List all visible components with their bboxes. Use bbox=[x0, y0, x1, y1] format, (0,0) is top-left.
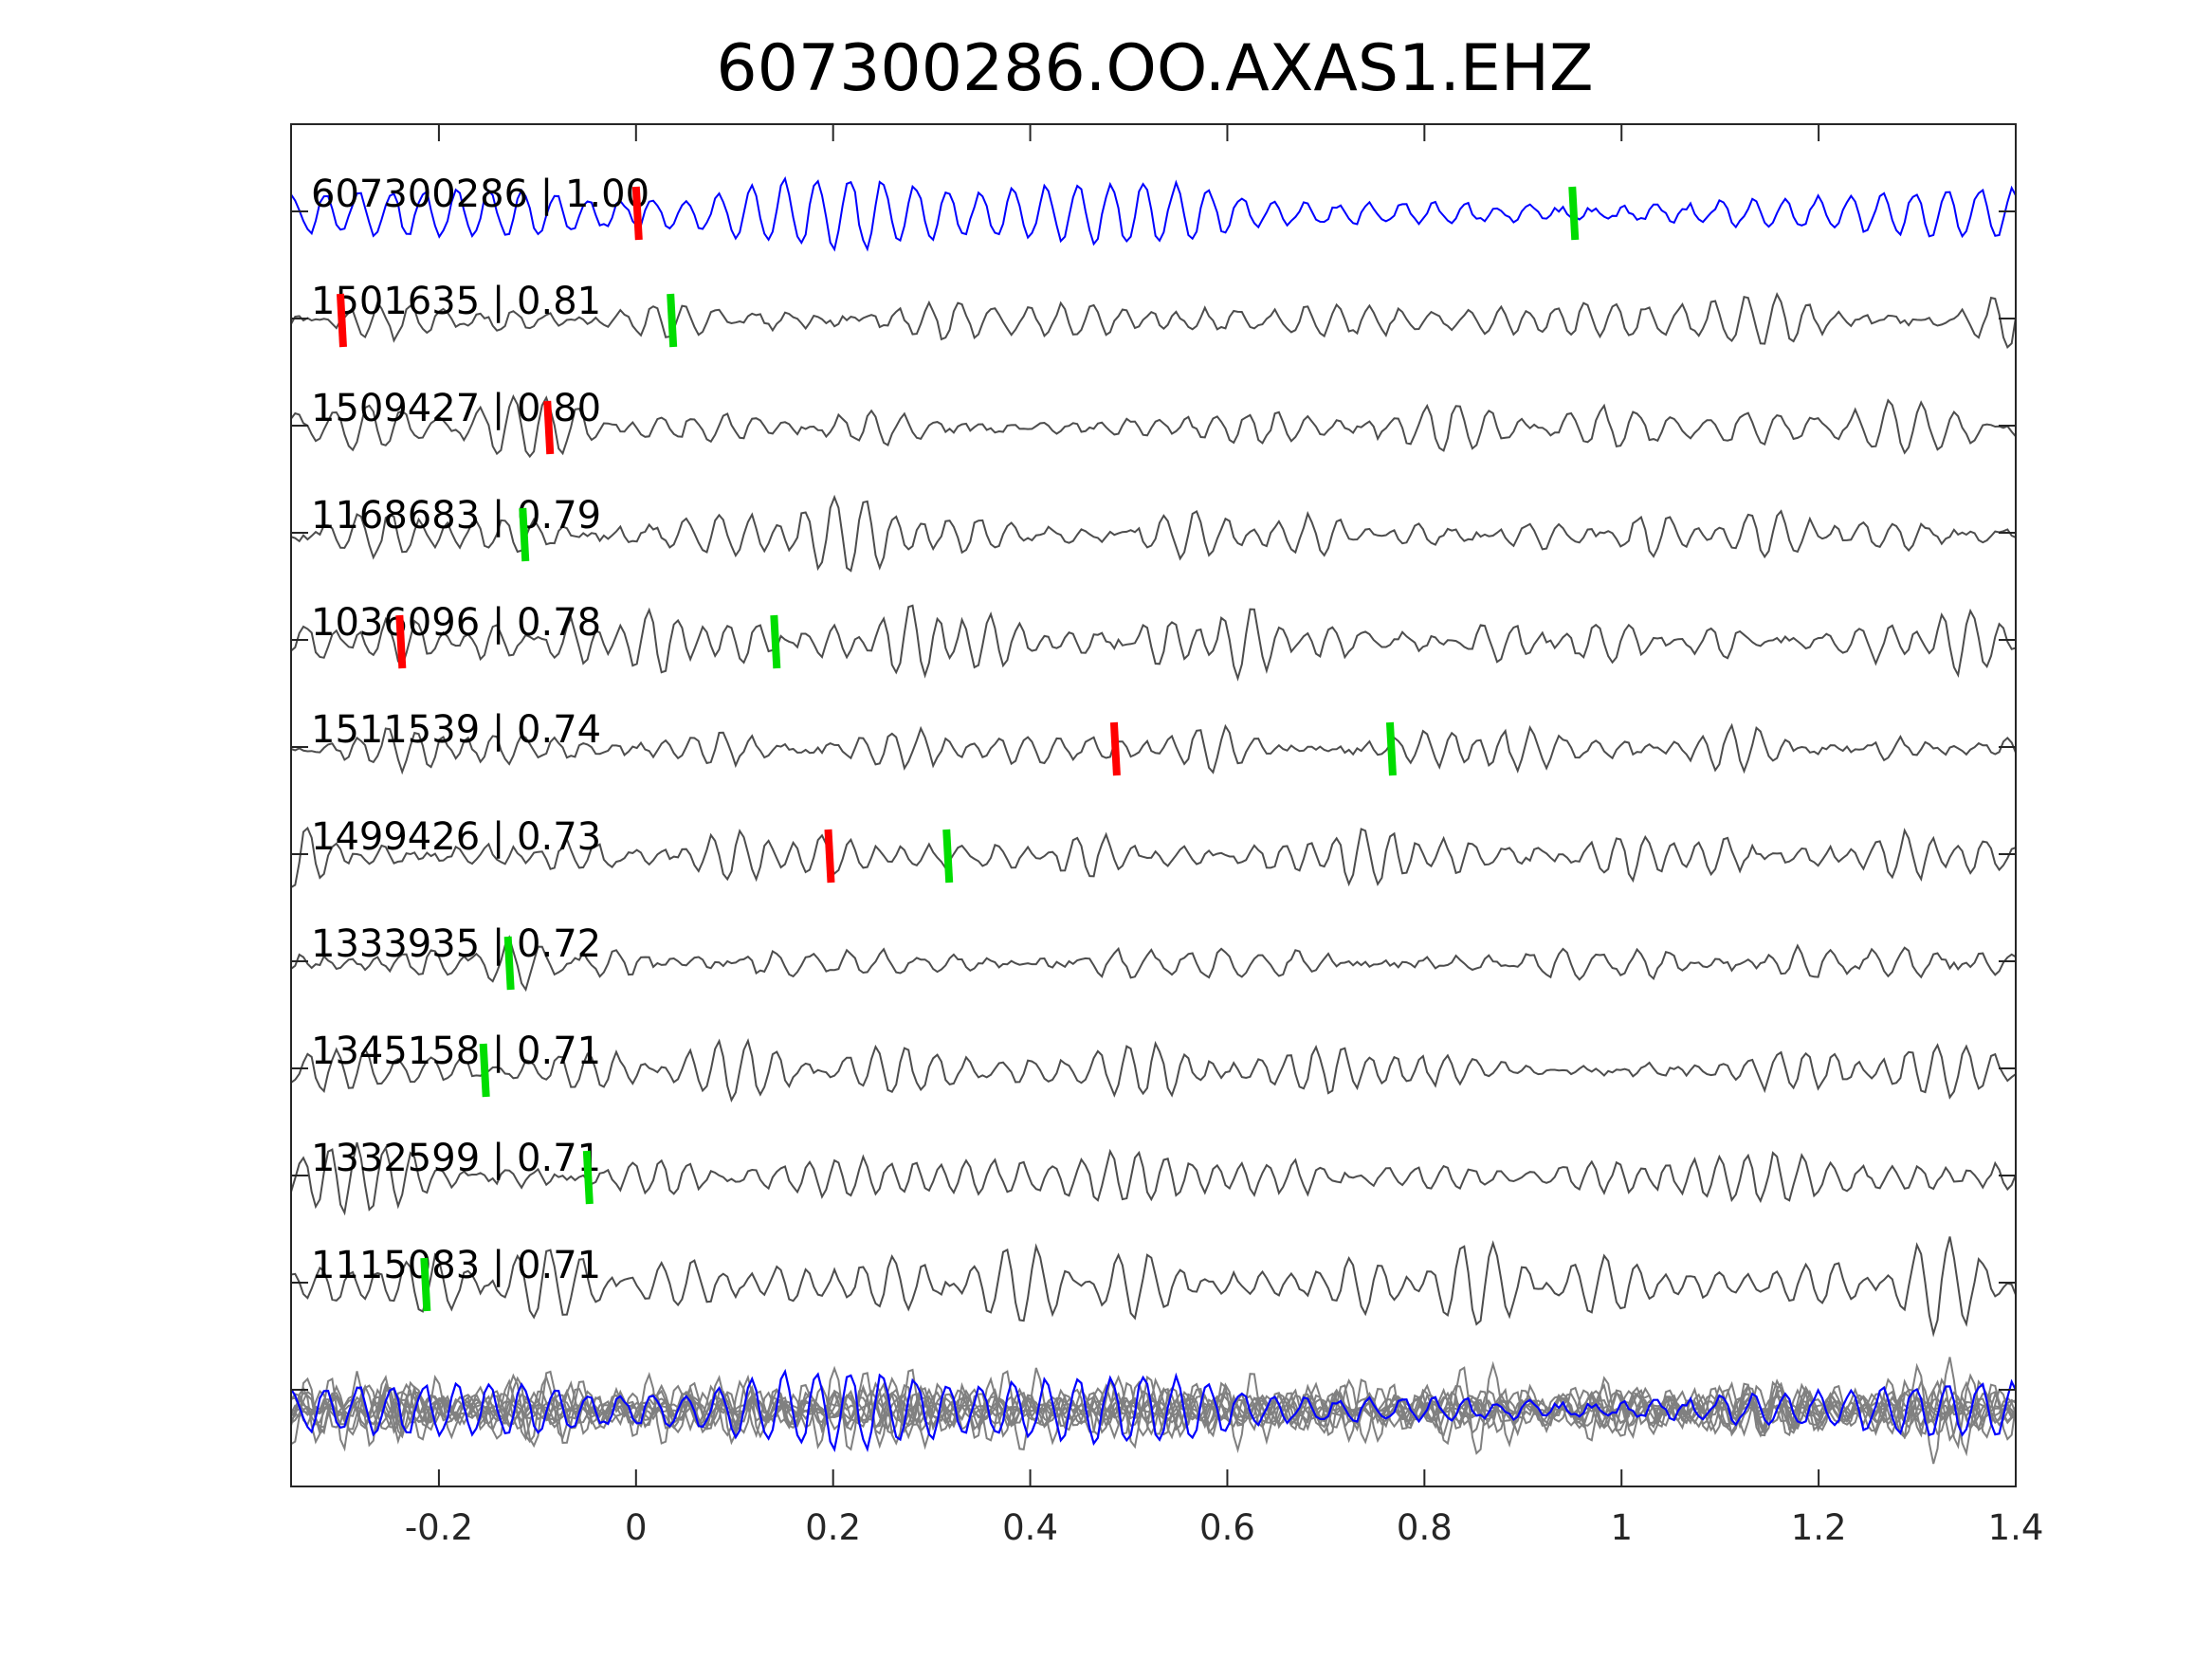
trace-label-1345158: 1345158 | 0.71 bbox=[311, 1030, 601, 1073]
trace-label-1501635: 1501635 | 0.81 bbox=[311, 280, 601, 323]
x-tick-label: 0.8 bbox=[1397, 1507, 1453, 1548]
trace-label-1333935: 1333935 | 0.72 bbox=[311, 922, 601, 966]
stack-trace-1115083 bbox=[290, 1357, 2017, 1465]
trace-line-1509427 bbox=[290, 393, 2017, 459]
x-tick-label: 0.4 bbox=[1002, 1507, 1058, 1548]
pick-marker-1509427-0 bbox=[543, 400, 555, 455]
x-tick-label: 1.2 bbox=[1791, 1507, 1847, 1548]
chart-title: 607300286.OO.AXAS1.EHZ bbox=[716, 31, 1593, 106]
trace-label-1332599: 1332599 | 0.71 bbox=[311, 1137, 601, 1180]
trace-label-1511539: 1511539 | 0.74 bbox=[311, 708, 601, 752]
trace-label-1115083: 1115083 | 0.71 bbox=[311, 1244, 601, 1287]
x-tick-label: 1.4 bbox=[1988, 1507, 2044, 1548]
x-tick-label: 1 bbox=[1610, 1507, 1633, 1548]
trace-line-1036096 bbox=[290, 604, 2017, 682]
pick-marker-1499426-1 bbox=[942, 829, 954, 884]
pick-marker-607300286-0 bbox=[631, 186, 643, 241]
trace-label-1499426: 1499426 | 0.73 bbox=[311, 815, 601, 859]
trace-label-607300286: 607300286 | 1.00 bbox=[311, 173, 649, 216]
x-axis: -0.2 0 0.2 0.4 0.6 0.8 1 1.2 1.4 bbox=[291, 124, 2043, 1548]
pick-marker-1345158-0 bbox=[479, 1043, 490, 1098]
trace-line-1333935 bbox=[290, 935, 2017, 993]
x-tick-label: 0.6 bbox=[1199, 1507, 1255, 1548]
trace-line-1168683 bbox=[290, 494, 2017, 573]
pick-marker-607300286-1 bbox=[1568, 186, 1580, 241]
pick-marker-1333935-0 bbox=[503, 936, 515, 991]
trace-line-1499426 bbox=[290, 826, 2017, 888]
x-tick-label: 0.2 bbox=[805, 1507, 861, 1548]
trace-line-1332599 bbox=[290, 1141, 2017, 1216]
pick-marker-1511539-1 bbox=[1385, 721, 1397, 776]
pick-marker-1499426-0 bbox=[824, 829, 835, 884]
trace-label-1168683: 1168683 | 0.79 bbox=[311, 494, 601, 538]
stack-trace-1332599 bbox=[290, 1371, 2017, 1452]
pick-marker-1168683-0 bbox=[519, 507, 530, 562]
x-tick-label: -0.2 bbox=[405, 1507, 473, 1548]
x-tick-label: 0 bbox=[625, 1507, 648, 1548]
trace-label-1036096: 1036096 | 0.78 bbox=[311, 601, 601, 645]
pick-marker-1501635-1 bbox=[667, 293, 678, 348]
trace-label-1509427: 1509427 | 0.80 bbox=[311, 387, 601, 430]
pick-marker-1036096-1 bbox=[770, 614, 781, 669]
plot-area: 607300286 | 1.00 1501635 | 0.81 1509427 | … bbox=[290, 173, 2017, 1465]
stack-trace-template bbox=[290, 1368, 2017, 1453]
pick-marker-1511539-0 bbox=[1109, 721, 1121, 776]
trace-line-1115083 bbox=[290, 1236, 2017, 1338]
trace-line-1511539 bbox=[290, 722, 2017, 775]
pick-marker-1501635-0 bbox=[336, 293, 347, 348]
pick-marker-1036096-0 bbox=[395, 614, 407, 669]
trace-line-607300286 bbox=[290, 175, 2017, 252]
pick-marker-1332599-0 bbox=[582, 1150, 594, 1205]
axes-frame bbox=[290, 123, 2017, 1487]
pick-marker-1115083-0 bbox=[420, 1257, 431, 1312]
trace-line-1501635 bbox=[290, 292, 2017, 349]
trace-line-1345158 bbox=[290, 1038, 2017, 1103]
